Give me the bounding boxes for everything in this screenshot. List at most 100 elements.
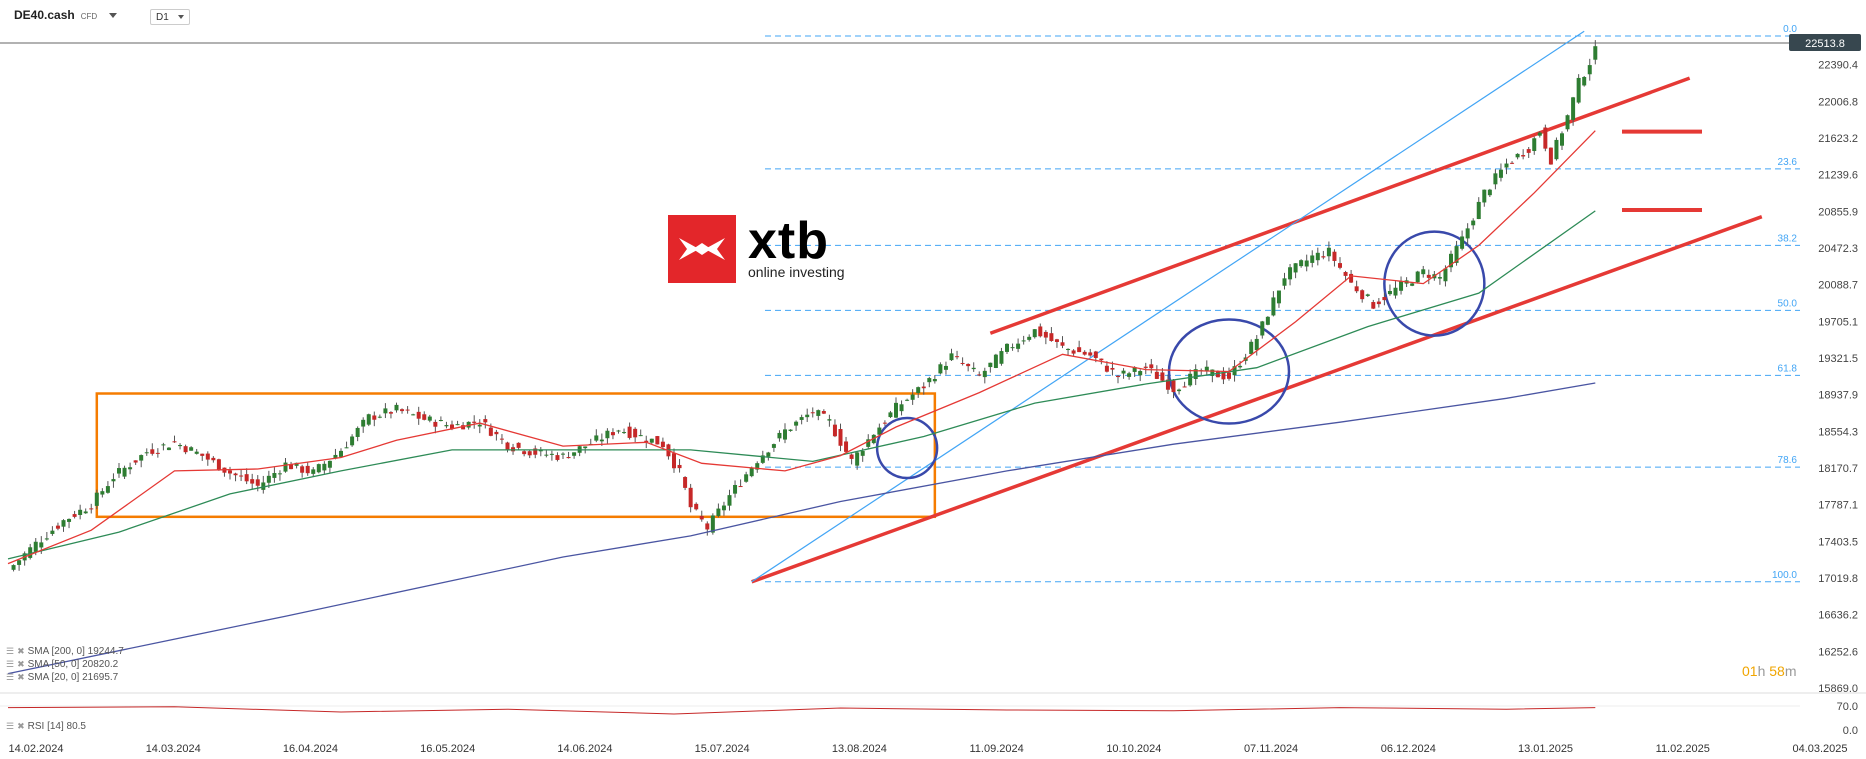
settings-icon[interactable]: ☰	[6, 659, 15, 669]
candle-body	[194, 451, 199, 454]
price-tag-bg	[1789, 34, 1861, 51]
symbol-selector[interactable]: DE40.cash CFD	[14, 8, 118, 22]
candle-body	[738, 486, 743, 488]
settings-icon[interactable]: ☰	[6, 672, 15, 682]
annotations	[95, 30, 1763, 584]
candle-body	[938, 364, 943, 374]
rsi-line	[7, 706, 1596, 715]
sma-line	[7, 210, 1596, 560]
candle-body	[844, 441, 849, 452]
candle-body	[1215, 371, 1220, 378]
indicator-label: SMA [200, 0] 19244.7	[27, 646, 124, 657]
candle-body	[89, 508, 94, 510]
candle-body	[888, 412, 893, 418]
x-tick-label: 16.05.2024	[420, 743, 475, 755]
timeframe-value: D1	[156, 11, 169, 23]
chevron-down-icon[interactable]	[109, 12, 118, 18]
candle-body	[622, 432, 627, 434]
x-tick-label: 06.12.2024	[1381, 743, 1436, 755]
candle-body	[1576, 77, 1581, 103]
candle-body	[39, 542, 44, 548]
candle-body	[1354, 286, 1359, 292]
plot-area[interactable]	[0, 42, 1866, 694]
x-tick-label: 15.07.2024	[695, 743, 750, 755]
candle-body	[283, 462, 288, 472]
candle-body	[455, 424, 460, 426]
chevron-down-icon[interactable]	[178, 15, 184, 19]
candle-body	[216, 459, 221, 471]
y-tick-label: 19705.1	[1818, 316, 1858, 328]
candle-body	[122, 467, 127, 477]
candle-body	[450, 424, 454, 429]
y-tick-label: 21239.6	[1818, 170, 1858, 182]
candle-body	[866, 439, 871, 447]
candle-body	[988, 362, 993, 368]
candle-body	[1582, 77, 1587, 86]
close-icon[interactable]: ✖	[17, 672, 25, 682]
candle-body	[111, 479, 116, 482]
candle-body	[383, 408, 388, 414]
indicator-legend-sma50[interactable]: ☰ ✖ SMA [50, 0] 20820.2	[6, 659, 118, 670]
candle-body	[816, 410, 821, 416]
candle-body	[1165, 379, 1170, 390]
candle-body	[100, 491, 105, 495]
candle-body	[344, 447, 349, 449]
candle-body	[28, 547, 33, 558]
candles[interactable]	[11, 40, 1598, 572]
candle-body	[788, 429, 793, 431]
indicator-legend-sma20[interactable]: ☰ ✖ SMA [20, 0] 21695.7	[6, 672, 118, 683]
candle-body	[244, 474, 249, 482]
timeframe-selector[interactable]: D1	[150, 9, 190, 25]
candle-body	[999, 351, 1004, 364]
candle-body	[172, 441, 177, 443]
candle-body	[832, 424, 837, 437]
candle-body	[255, 479, 260, 486]
indicator-legend-sma200[interactable]: ☰ ✖ SMA [200, 0] 19244.7	[6, 646, 124, 657]
candle-body	[1121, 370, 1126, 374]
candle-body	[272, 473, 277, 478]
candle-body	[1554, 139, 1559, 160]
highlight-circle	[875, 416, 939, 480]
candle-body	[228, 470, 232, 474]
candle-body	[78, 509, 83, 515]
candle-body	[1071, 350, 1076, 354]
fib-level-label: 78.6	[1778, 455, 1798, 466]
candle-body	[1338, 263, 1342, 268]
candle-body	[1510, 162, 1515, 164]
candle-body	[849, 454, 854, 459]
candle-body	[361, 419, 366, 427]
candle-body	[1254, 338, 1259, 351]
candle-body	[838, 429, 843, 446]
candle-body	[1332, 251, 1337, 261]
candle-body	[1537, 132, 1542, 136]
candle-body	[794, 421, 799, 426]
candle-body	[694, 503, 699, 510]
y-tick-label: 22006.8	[1818, 96, 1858, 108]
candle-body	[277, 473, 282, 475]
close-icon[interactable]: ✖	[17, 659, 25, 669]
close-icon[interactable]: ✖	[17, 646, 25, 656]
x-tick-label: 14.03.2024	[146, 743, 201, 755]
candle-body	[699, 516, 704, 520]
candle-body	[644, 440, 649, 443]
settings-icon[interactable]: ☰	[6, 646, 15, 656]
candle-body	[544, 454, 549, 456]
candle-body	[1471, 220, 1476, 226]
candle-body	[1443, 268, 1448, 282]
candle-body	[1005, 343, 1009, 352]
symbol-type: CFD	[80, 12, 98, 21]
close-icon[interactable]: ✖	[17, 721, 25, 731]
candle-body	[1498, 169, 1503, 178]
candle-body	[1543, 127, 1548, 149]
indicator-legend-rsi[interactable]: ☰ ✖ RSI [14] 80.5	[6, 721, 86, 732]
candle-body	[1593, 46, 1598, 60]
settings-icon[interactable]: ☰	[6, 721, 15, 731]
candle-body	[1493, 173, 1498, 185]
candle-body	[1177, 389, 1182, 392]
candle-body	[522, 451, 527, 455]
symbol-name: DE40.cash	[14, 8, 75, 22]
candle-body	[178, 444, 183, 447]
candle-body	[327, 460, 332, 468]
candle-body	[710, 515, 715, 533]
